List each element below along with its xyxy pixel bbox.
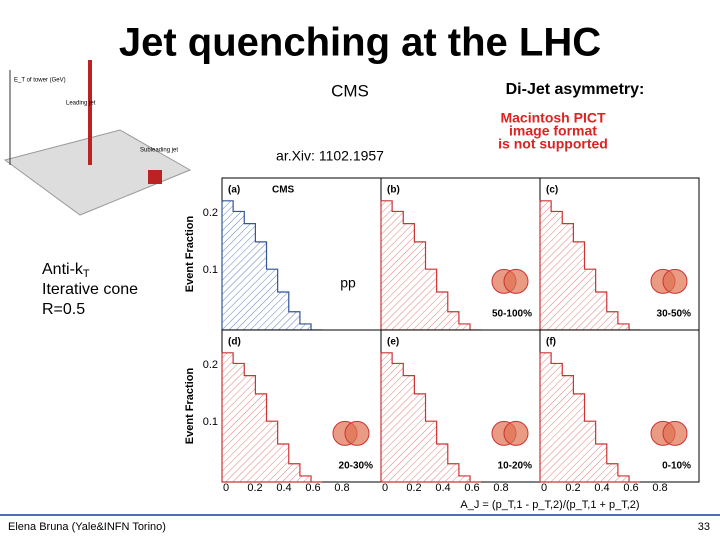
y-tick-label: 0.2 <box>203 359 218 371</box>
histogram-shape <box>539 200 641 331</box>
algorithm-text: Anti-kT Iterative cone R=0.5 <box>42 261 138 318</box>
panel-label: (a) <box>228 185 240 196</box>
pict-message: is not supported <box>498 136 608 152</box>
page-number: 33 <box>698 521 710 533</box>
x-tick-label: 0.4 <box>594 482 609 494</box>
x-tick-label: 0 <box>223 482 229 494</box>
cms-label: CMS <box>331 81 369 100</box>
nucleus <box>503 268 529 294</box>
nucleus <box>503 420 529 446</box>
leading-label: Leading jet <box>66 101 96 107</box>
algorithm-line: R=0.5 <box>42 301 85 318</box>
panel-label: (d) <box>228 337 241 348</box>
y-axis-label: Event Fraction <box>184 216 196 293</box>
x-tick-label: 0.8 <box>493 482 508 494</box>
arxiv-label: ar.Xiv: 1102.1957 <box>276 148 384 164</box>
histogram-shape <box>221 200 323 331</box>
panel-label: (b) <box>387 185 400 196</box>
algorithm-line: Iterative cone <box>42 281 138 298</box>
histogram-shape <box>221 352 323 483</box>
lego-floor <box>3 129 192 216</box>
x-tick-label: 0 <box>541 482 547 494</box>
algorithm-line: Anti-kT <box>42 261 90 280</box>
panel-tag: 30-50% <box>657 309 692 320</box>
panel-tag: 10-20% <box>498 461 533 472</box>
x-tick-label: 0.4 <box>276 482 291 494</box>
panel-tag: 50-100% <box>492 309 532 320</box>
event-display: E_T of tower (GeV) Leading jet Subleadin… <box>3 60 192 216</box>
histogram-shape <box>380 352 482 483</box>
histogram-shape <box>380 200 482 331</box>
pp-label: pp <box>340 275 356 291</box>
panel-tag: CMS <box>272 185 295 196</box>
subleading-label: Subleading jet <box>140 148 178 154</box>
panel-label: (e) <box>387 337 399 348</box>
x-tick-label: 0.8 <box>334 482 349 494</box>
slide-title: Jet quenching at the LHC <box>119 21 601 65</box>
y-tick-label: 0.2 <box>203 207 218 219</box>
nucleus <box>662 268 688 294</box>
panel-label: (f) <box>546 337 556 348</box>
nucleus <box>344 420 370 446</box>
x-tick-label: 0.6 <box>464 482 479 494</box>
pict-message: image format <box>509 123 597 139</box>
nucleus <box>662 420 688 446</box>
y-tick-label: 0.1 <box>203 264 218 276</box>
x-tick-label: 0.2 <box>247 482 262 494</box>
x-tick-label: 0.4 <box>435 482 450 494</box>
subleading-tower <box>148 170 162 184</box>
lego-axis-label: E_T of tower (GeV) <box>14 78 66 84</box>
panel-label: (c) <box>546 185 558 196</box>
x-tick-label: 0.2 <box>565 482 580 494</box>
panel-tag: 0-10% <box>662 461 691 472</box>
footer-author: Elena Bruna (Yale&INFN Torino) <box>8 521 166 533</box>
x-tick-label: 0.6 <box>623 482 638 494</box>
pict-message: Macintosh PICT <box>500 110 605 126</box>
dijet-label: Di-Jet asymmetry: <box>506 81 645 98</box>
x-axis-label: A_J = (p_T,1 - p_T,2)/(p_T,1 + p_T,2) <box>460 499 639 511</box>
y-tick-label: 0.1 <box>203 416 218 428</box>
panel-tag: 20-30% <box>339 461 374 472</box>
y-axis-label: Event Fraction <box>184 368 196 445</box>
x-tick-label: 0.8 <box>652 482 667 494</box>
x-tick-label: 0.6 <box>305 482 320 494</box>
x-tick-label: 0.2 <box>406 482 421 494</box>
figure: (a) CMS (b) 50-100% (c) 30-50% (d) 20-30% (e) 10-… <box>184 177 700 511</box>
histogram-shape <box>539 352 641 483</box>
x-tick-label: 0 <box>382 482 388 494</box>
